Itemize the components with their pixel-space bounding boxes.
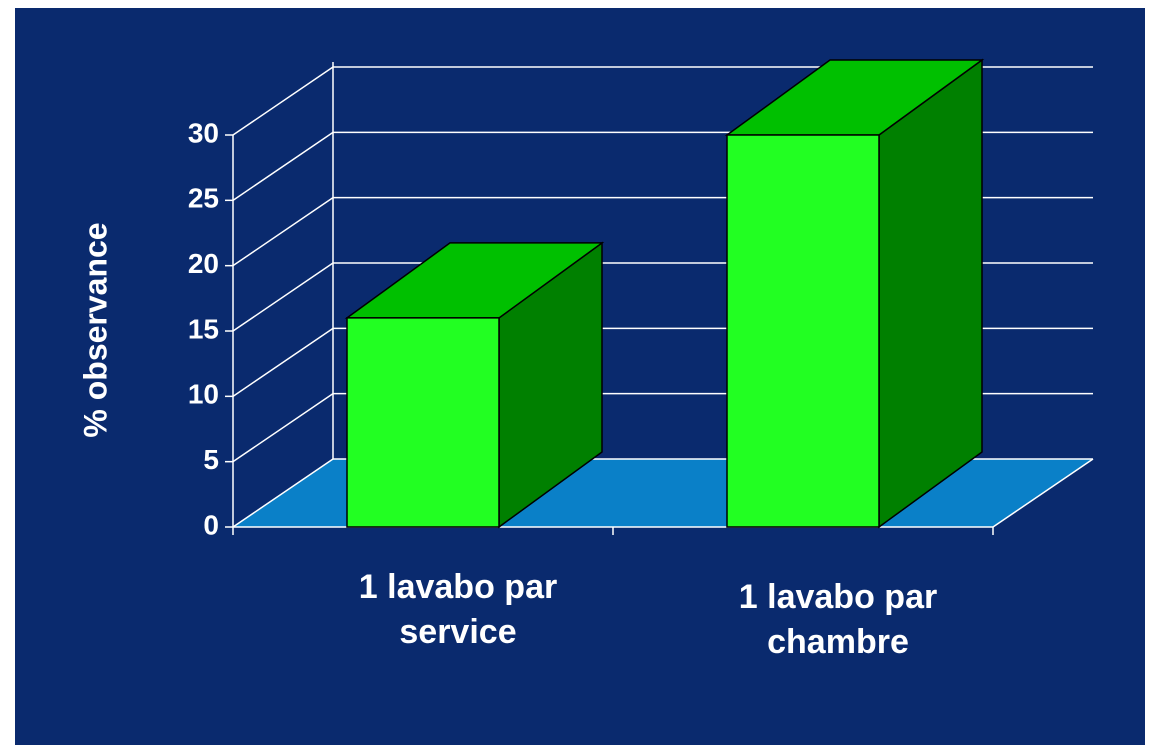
bar (724, 58, 985, 529)
bar-front (346, 317, 500, 528)
side-grid-line (232, 327, 334, 397)
floor-edge (992, 458, 1094, 528)
bar-side (878, 58, 983, 529)
y-tick-label: 20 (188, 248, 219, 279)
side-grid-line (232, 131, 334, 201)
side-grid-line (232, 393, 334, 463)
y-axis-label: % observance (77, 222, 113, 437)
y-tick-label: 25 (188, 183, 219, 214)
y-tick-label: 5 (203, 444, 219, 475)
y-tick-label: 15 (188, 313, 219, 344)
side-grid-line (232, 197, 334, 267)
side-grid-line (232, 262, 334, 332)
x-tick-label: 1 lavabo par chambre (738, 578, 938, 661)
bar (344, 241, 605, 529)
y-tick-label: 0 (203, 509, 219, 540)
y-tick-label: 10 (188, 379, 219, 410)
side-grid-line (232, 458, 334, 528)
x-tick-label: 1 lavabo par service (358, 568, 558, 651)
bar-front (726, 134, 880, 528)
y-tick-label: 30 (188, 117, 219, 148)
side-grid-line (232, 66, 334, 136)
